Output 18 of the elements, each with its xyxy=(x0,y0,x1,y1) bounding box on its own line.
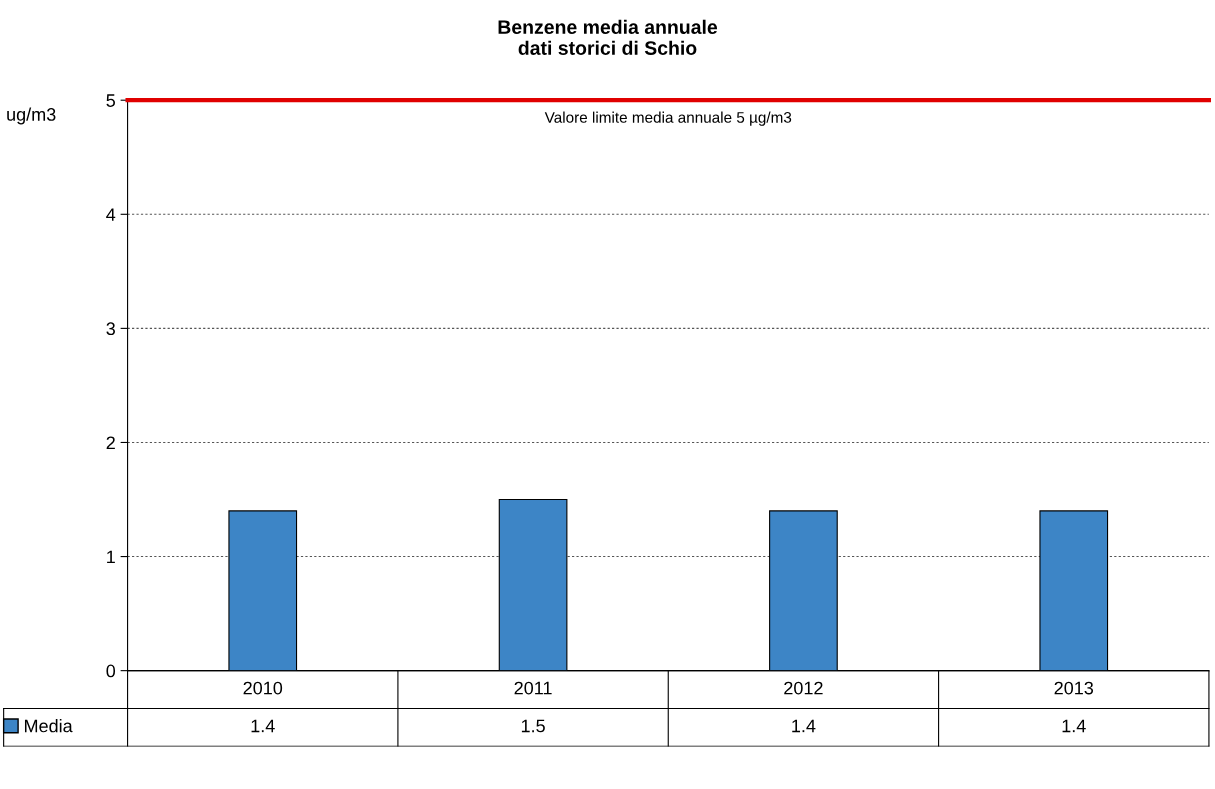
y-axis-title: ug/m3 xyxy=(7,107,56,125)
data-label: 1.4 xyxy=(792,719,816,733)
ref-line-label: Valore limite media annuale 5 µg/m3 xyxy=(544,111,792,126)
legend-label: Media xyxy=(24,719,73,733)
data-label: 1.4 xyxy=(251,719,275,733)
data-label: 1.5 xyxy=(521,719,545,733)
y-tick-label: 5 xyxy=(106,94,116,107)
y-tick-label: 2 xyxy=(106,436,115,450)
x-tick-label: 2013 xyxy=(1054,681,1094,695)
y-tick-label: 4 xyxy=(106,208,116,221)
y-tick-label: 1 xyxy=(107,550,115,564)
x-tick-label: 2010 xyxy=(243,681,283,695)
x-tick-label: 2012 xyxy=(784,681,823,695)
x-tick-label: 2011 xyxy=(514,681,552,695)
y-tick-label: 3 xyxy=(106,322,115,336)
y-tick-label: 0 xyxy=(106,664,116,678)
chart-title: Benzene media annuale dati storici di Schio xyxy=(498,19,718,55)
data-label: 1.4 xyxy=(1062,719,1086,733)
